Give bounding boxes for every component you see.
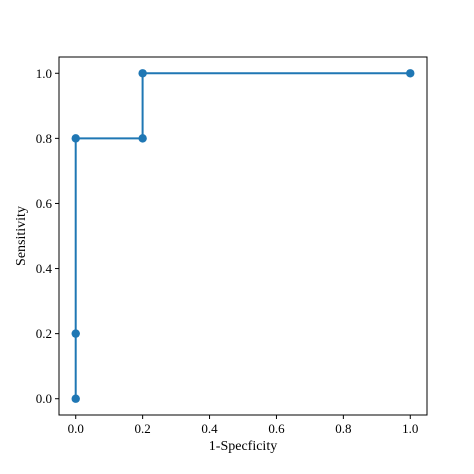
x-tick-label: 0.8 [335, 421, 351, 436]
y-tick-label: 0.6 [36, 196, 53, 211]
x-tick-label: 0.6 [268, 421, 285, 436]
x-tick-label: 0.2 [135, 421, 151, 436]
roc-point-marker [406, 69, 415, 78]
x-axis: 0.0 0.2 0.4 0.6 0.8 1.0 [68, 415, 418, 436]
y-tick-label: 0.0 [36, 391, 52, 406]
roc-point-marker [71, 329, 80, 338]
roc-point-marker [138, 134, 147, 143]
y-tick-label: 0.2 [36, 326, 52, 341]
series-layer [71, 69, 415, 403]
y-tick-label: 0.8 [36, 131, 52, 146]
x-axis-label: 1-Specficity [209, 439, 277, 454]
y-axis: 0.0 0.2 0.4 0.6 0.8 1.0 [36, 66, 59, 406]
y-axis-label: Sensitivity [14, 206, 29, 266]
roc-curve-line [74, 72, 411, 399]
x-tick-label: 0.4 [201, 421, 218, 436]
roc-point-marker [138, 69, 147, 78]
x-tick-label: 0.0 [68, 421, 84, 436]
x-tick-label: 1.0 [402, 421, 418, 436]
roc-point-marker [71, 394, 80, 403]
plot-frame [58, 56, 428, 416]
y-tick-label: 0.4 [36, 261, 53, 276]
roc-point-marker [71, 134, 80, 143]
y-tick-label: 1.0 [36, 66, 52, 81]
plot-area [59, 57, 427, 415]
